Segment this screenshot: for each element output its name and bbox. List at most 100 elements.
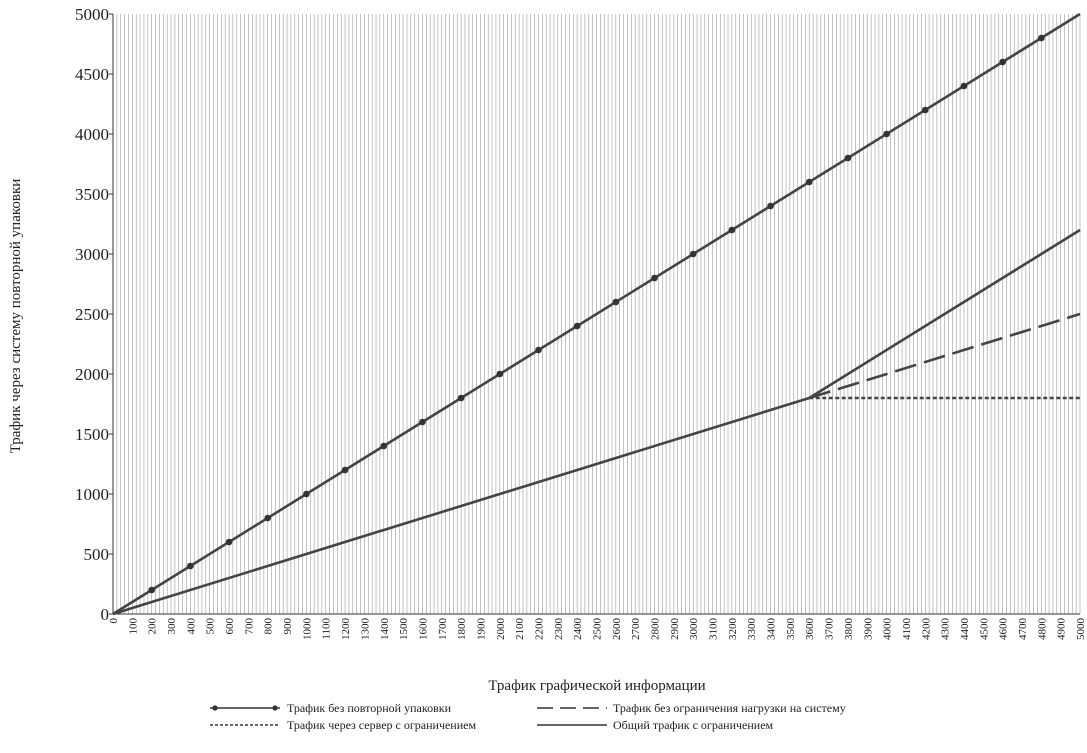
x-tick-label: 4200 <box>920 618 932 641</box>
x-tick-label: 1600 <box>417 618 429 641</box>
series-point <box>457 394 465 402</box>
x-tick-label: 3100 <box>708 618 720 641</box>
x-tick-label: 2200 <box>533 618 545 641</box>
x-tick-label: 300 <box>166 618 178 635</box>
x-tick-label: 2600 <box>611 618 623 641</box>
legend-marker <box>272 705 278 711</box>
x-tick-label: 4400 <box>959 618 971 641</box>
x-tick-label: 100 <box>127 618 139 635</box>
x-tick-label: 1900 <box>475 618 487 641</box>
series-point <box>419 418 426 426</box>
series-line <box>808 312 1081 400</box>
legend-label: Трафик через сервер с ограничением <box>287 718 476 732</box>
series-point <box>921 106 929 114</box>
legend-marker <box>212 705 218 711</box>
series-point <box>767 202 774 210</box>
y-tick-label: 3000 <box>75 245 109 264</box>
x-tick-label: 2100 <box>514 618 526 641</box>
x-tick-label: 2400 <box>572 618 584 641</box>
series-point <box>303 490 310 498</box>
x-tick-label: 3200 <box>727 618 739 641</box>
series-point <box>805 178 813 186</box>
x-tick-label: 1700 <box>437 618 449 641</box>
y-tick-label: 2500 <box>75 305 109 324</box>
legend-label: Трафик без ограничения нагрузки на систе… <box>613 701 846 715</box>
x-tick-labels: 0 100 200 300 400 500 600 700 800 900 1000 1100 1200… <box>108 618 1087 641</box>
series-point <box>1038 34 1045 42</box>
x-tick-label: 3500 <box>785 618 797 641</box>
x-tick-label: 800 <box>263 618 275 635</box>
x-tick-label: 200 <box>147 618 159 635</box>
series-point <box>651 274 658 282</box>
series-line <box>112 228 1081 616</box>
x-tick-label: 5000 <box>1075 618 1087 641</box>
y-tick-label: 4000 <box>75 125 109 144</box>
grid <box>112 14 1081 614</box>
x-tick-label: 900 <box>282 618 294 635</box>
x-tick-label: 2500 <box>592 618 604 641</box>
x-tick-label: 500 <box>205 618 217 635</box>
x-tick-label: 400 <box>185 618 197 635</box>
series-point <box>960 82 968 90</box>
x-tick-label: 4000 <box>882 618 894 641</box>
x-tick-label: 4600 <box>998 618 1010 641</box>
x-tick-label: 4900 <box>1056 618 1068 641</box>
legend: Трафик без повторной упаковки Трафик без … <box>210 701 846 732</box>
y-tick-labels: 0 500 1000 1500 2000 2500 3000 3500 4000 4500 5000 <box>75 5 109 624</box>
x-axis-title: Трафик графической информации <box>488 678 705 694</box>
series-line <box>112 12 1081 616</box>
y-tick-label: 1500 <box>75 425 109 444</box>
y-tick-label: 500 <box>84 545 110 564</box>
x-tick-label: 1100 <box>321 618 333 640</box>
x-tick-label: 600 <box>224 618 236 635</box>
series-point <box>264 514 272 522</box>
series-point <box>148 586 155 594</box>
series-point <box>573 322 581 330</box>
series-point <box>187 562 194 570</box>
x-tick-label: 2900 <box>669 618 681 641</box>
x-tick-label: 2300 <box>553 618 565 641</box>
x-tick-label: 3900 <box>862 618 874 641</box>
series <box>112 12 1081 616</box>
x-tick-label: 1500 <box>398 618 410 641</box>
x-tick-label: 2700 <box>630 618 642 641</box>
x-tick-label: 2000 <box>495 618 507 641</box>
x-tick-label: 4700 <box>1017 618 1029 641</box>
series-point <box>999 58 1006 66</box>
legend-label: Трафик без повторной упаковки <box>287 701 452 715</box>
series-point <box>844 154 852 162</box>
x-tick-label: 1400 <box>379 618 391 641</box>
legend-label: Общий трафик с ограничением <box>613 718 774 732</box>
x-tick-label: 4800 <box>1036 618 1048 641</box>
x-tick-label: 4100 <box>901 618 913 641</box>
series-point <box>341 466 349 474</box>
series-point <box>728 226 736 234</box>
y-tick-label: 0 <box>101 605 110 624</box>
x-tick-label: 700 <box>243 618 255 635</box>
y-axis-title: Трафик через систему повторной упаковки <box>8 179 24 454</box>
y-tick-label: 1000 <box>75 485 109 504</box>
x-tick-label: 1300 <box>359 618 371 641</box>
series-point <box>225 538 233 546</box>
y-tick-label: 4500 <box>75 65 109 84</box>
x-tick-label: 1200 <box>340 618 352 641</box>
x-tick-label: 3800 <box>843 618 855 641</box>
x-tick-label: 4300 <box>940 618 952 641</box>
x-tick-label: 0 <box>108 618 120 624</box>
series-point <box>380 442 388 450</box>
x-tick-label: 1000 <box>301 618 313 641</box>
x-tick-label: 3400 <box>766 618 778 641</box>
x-tick-label: 3600 <box>804 618 816 641</box>
x-tick-label: 3300 <box>746 618 758 641</box>
x-tick-label: 1800 <box>456 618 468 641</box>
x-tick-label: 4500 <box>978 618 990 641</box>
x-tick-label: 3000 <box>688 618 700 641</box>
series-point <box>612 298 620 306</box>
series-point <box>883 130 890 138</box>
y-tick-label: 5000 <box>75 5 109 24</box>
x-tick-label: 3700 <box>824 618 836 641</box>
series-point <box>535 346 542 354</box>
y-tick-label: 3500 <box>75 185 109 204</box>
series-point <box>689 250 697 258</box>
series-point <box>496 370 504 378</box>
